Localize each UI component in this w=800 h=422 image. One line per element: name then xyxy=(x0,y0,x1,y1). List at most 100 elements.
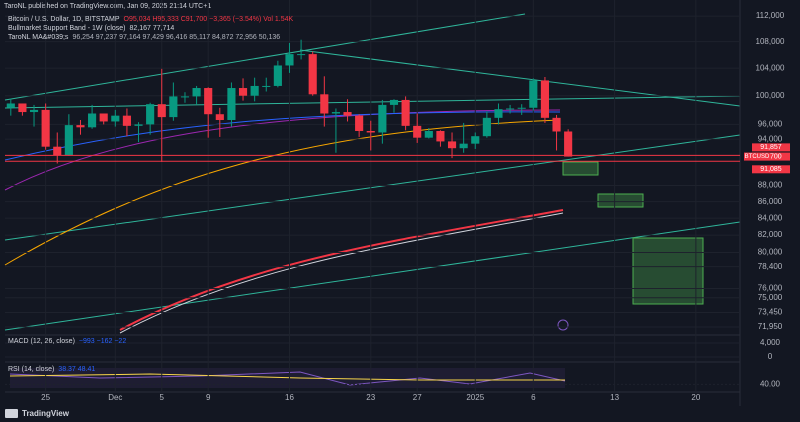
y-tick-label: 75,000 xyxy=(758,293,783,302)
candle-body xyxy=(355,115,364,132)
price-label-bg xyxy=(752,152,790,161)
candle-body xyxy=(146,104,155,125)
x-tick-label: 20 xyxy=(691,393,700,402)
legend-values: 96,254 97,237 97,164 97,429 96,416 85,11… xyxy=(72,34,280,41)
candle-body xyxy=(308,54,317,95)
y-tick-label: 78,400 xyxy=(758,262,783,271)
drawings xyxy=(4,0,741,406)
candle-body xyxy=(122,115,131,126)
ma-line xyxy=(4,109,561,191)
target-box xyxy=(597,193,644,208)
candle-body xyxy=(552,117,561,132)
y-tick-label: 73,450 xyxy=(758,308,783,317)
channel-line xyxy=(299,49,741,107)
price-label: 91,857 xyxy=(760,144,782,151)
legend-values: O95,034 H95,333 C91,700 −3,365 (−3.54%) … xyxy=(124,16,294,23)
candle-body xyxy=(262,85,271,87)
channel-line xyxy=(4,13,526,101)
candle-body xyxy=(413,125,422,138)
candle-body xyxy=(389,99,399,105)
candle-body xyxy=(238,88,248,96)
y-tick-label: 86,000 xyxy=(758,197,783,206)
candle-body xyxy=(215,114,224,121)
candle-body xyxy=(482,117,491,137)
y-tick-label: 96,000 xyxy=(758,119,783,128)
candle-body xyxy=(53,146,62,156)
axes: 112,000 108,000 104,000 100,000 96,000 94,000… xyxy=(5,0,785,402)
y-tick-label: 76,000 xyxy=(758,284,783,293)
candle-body xyxy=(366,131,375,133)
band-line xyxy=(119,209,564,331)
pane-tick-label: 0 xyxy=(768,352,773,361)
ma-line xyxy=(4,119,561,266)
x-tick-label: 6 xyxy=(531,393,536,402)
candle-body xyxy=(204,88,213,115)
brand-logo xyxy=(5,409,18,418)
candle-body xyxy=(227,88,236,121)
price-label: 91,085 xyxy=(760,166,782,173)
legend-values: 82,167 77,714 xyxy=(130,25,175,32)
candle-body xyxy=(111,115,120,122)
candle-body xyxy=(6,103,15,108)
candle-body xyxy=(517,107,526,109)
candle-body xyxy=(169,96,178,118)
candle-body xyxy=(343,112,352,116)
candle-body xyxy=(447,141,457,149)
x-tick-label: 2025 xyxy=(466,393,484,402)
y-tick-label: 104,000 xyxy=(756,63,785,72)
candle-body xyxy=(529,80,538,108)
candle-body xyxy=(273,65,282,86)
candle-body xyxy=(378,104,387,133)
candle-body xyxy=(459,143,468,149)
candle-body xyxy=(506,108,515,110)
price-label-bg xyxy=(752,143,790,152)
legend-name: TaroNL MA&#039;s xyxy=(8,34,69,41)
legend-name: Bullmarket Support Band - 1W (close) xyxy=(8,25,126,32)
x-tick-label: 25 xyxy=(41,393,50,402)
pane-tick-label: 40.00 xyxy=(760,379,781,388)
candle-body xyxy=(320,94,329,114)
candle-body xyxy=(157,104,166,118)
candle-body xyxy=(540,80,549,118)
candle-body xyxy=(285,54,294,66)
y-tick-label: 100,000 xyxy=(756,91,785,100)
candle-body xyxy=(99,113,108,122)
candle-body xyxy=(134,124,143,126)
y-tick-label: 108,000 xyxy=(756,37,785,46)
candle-body xyxy=(180,96,190,98)
candle-body xyxy=(471,136,480,144)
alert-icon[interactable] xyxy=(557,319,569,331)
x-tick-label: 16 xyxy=(285,393,294,402)
x-tick-label: 27 xyxy=(413,393,422,402)
y-tick-label: 84,000 xyxy=(758,213,783,222)
x-tick-label: 23 xyxy=(366,393,375,402)
target-box xyxy=(632,237,704,305)
target-box xyxy=(562,161,599,176)
y-tick-label: 80,000 xyxy=(758,248,783,257)
candle-body xyxy=(41,109,50,147)
candle-body xyxy=(401,99,410,126)
channel-line xyxy=(4,134,741,241)
y-tick-label: 112,000 xyxy=(756,11,785,20)
candle-body xyxy=(29,109,39,113)
channel-line xyxy=(4,95,741,109)
candle-body xyxy=(424,131,433,138)
pane-values: 38.37 48.41 xyxy=(58,366,95,373)
candle-body xyxy=(331,112,340,114)
symbol-tag: BTCUSD xyxy=(745,154,770,160)
brand: TradingView xyxy=(22,409,70,418)
legend-name: Bitcoin / U.S. Dollar, 1D, BITSTAMP xyxy=(8,16,120,23)
y-tick-label: 94,000 xyxy=(758,134,783,143)
pane-title: RSI (14, close) xyxy=(8,366,54,373)
y-tick-label: 88,000 xyxy=(758,181,783,190)
candle-body xyxy=(494,109,503,118)
band-line xyxy=(119,212,564,334)
candle-body xyxy=(297,54,306,56)
rsi-ma-line xyxy=(9,373,565,381)
symbol-tag-bg xyxy=(744,152,770,161)
rsi-line xyxy=(9,371,566,386)
publisher: TaroNL published on TradingView.com, Jan… xyxy=(4,3,211,10)
candle-body xyxy=(88,113,97,128)
candle-body xyxy=(564,131,573,157)
price-label-bg xyxy=(752,165,790,174)
